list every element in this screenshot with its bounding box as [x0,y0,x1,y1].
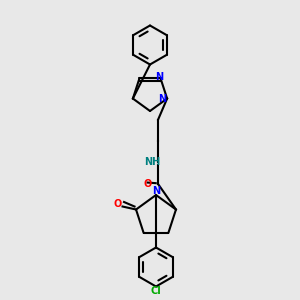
Text: O: O [114,199,122,208]
Text: O: O [143,179,152,189]
Text: N: N [159,94,167,103]
Text: Cl: Cl [151,286,161,296]
Text: N: N [152,185,160,196]
Text: NH: NH [144,157,160,166]
Text: N: N [155,72,163,82]
